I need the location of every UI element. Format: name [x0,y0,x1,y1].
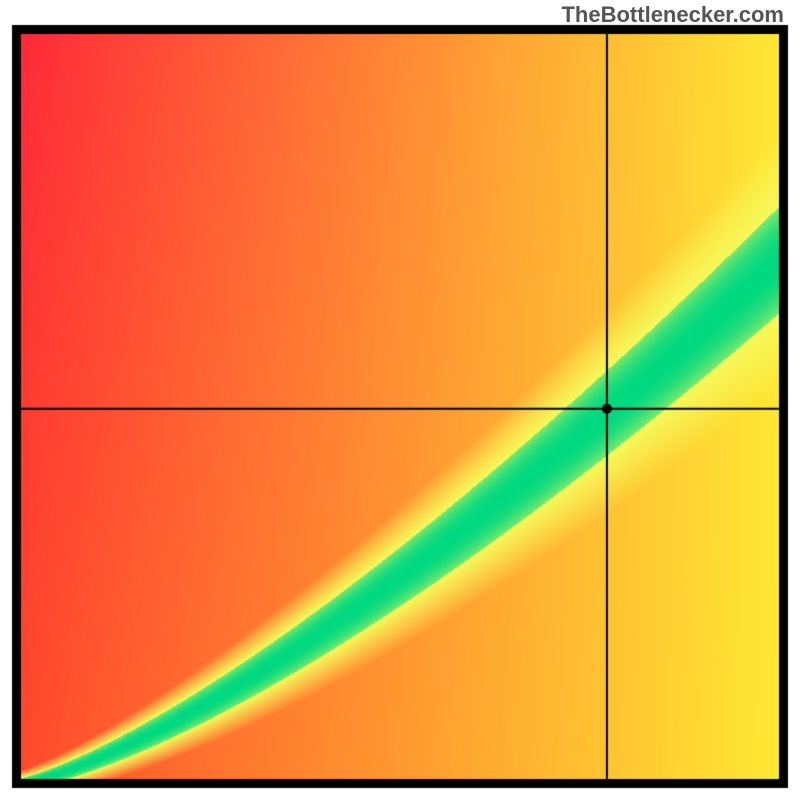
bottleneck-heatmap [0,0,800,800]
chart-container: TheBottlenecker.com [0,0,800,800]
